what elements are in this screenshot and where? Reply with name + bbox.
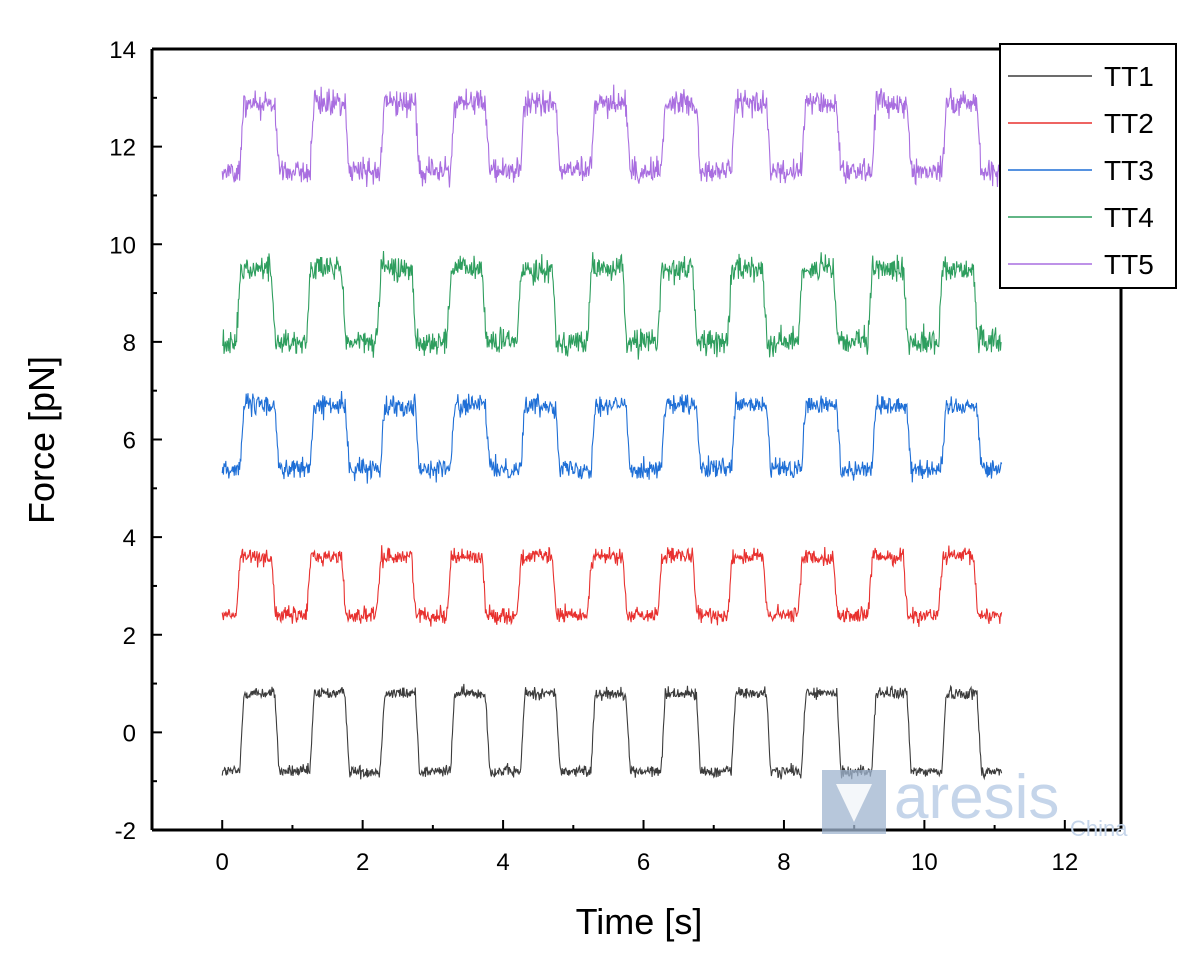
- y-axis-title: Force [pN]: [21, 356, 62, 524]
- y-tick-label: 4: [123, 525, 136, 552]
- y-tick-label: -2: [115, 818, 136, 845]
- y-tick-label: 0: [123, 720, 136, 747]
- legend-label-tt5: TT5: [1104, 249, 1154, 280]
- series-line-tt5: [221, 84, 1003, 188]
- y-tick-label: 6: [123, 428, 136, 455]
- y-tick-label: 10: [109, 232, 136, 259]
- x-tick-label: 4: [496, 849, 509, 876]
- y-tick-label: 14: [109, 37, 136, 64]
- watermark-brand: aresis: [894, 763, 1059, 832]
- legend-items: TT1 TT2 TT3 TT4 TT5: [1008, 61, 1154, 280]
- x-tick-label: 2: [356, 849, 369, 876]
- legend-label-tt3: TT3: [1104, 155, 1154, 186]
- watermark-sub: China: [1070, 816, 1128, 841]
- x-axis-title: Time [s]: [576, 901, 703, 942]
- x-tick-label: 0: [216, 849, 229, 876]
- legend-label-tt2: TT2: [1104, 108, 1154, 139]
- series-line-tt4: [221, 250, 1002, 360]
- series-line-tt3: [221, 391, 1003, 484]
- series-line-tt2: [221, 545, 1003, 627]
- y-tick-label: 2: [123, 623, 136, 650]
- legend-label-tt4: TT4: [1104, 202, 1154, 233]
- series-line-tt1: [221, 683, 1003, 781]
- y-tick-label: 12: [109, 135, 136, 162]
- legend-label-tt1: TT1: [1104, 61, 1154, 92]
- legend-box: [999, 43, 1177, 289]
- funnel-icon: [836, 784, 872, 822]
- y-tick-label: 8: [123, 330, 136, 357]
- x-tick-label: 8: [777, 849, 790, 876]
- legend: TT1 TT2 TT3 TT4 TT5: [999, 43, 1177, 289]
- watermark: aresis China: [822, 763, 1128, 841]
- series-layer: [221, 84, 1003, 781]
- x-tick-label: 10: [911, 849, 938, 876]
- x-tick-label: 6: [637, 849, 650, 876]
- x-tick-label: 12: [1051, 849, 1078, 876]
- ticks-layer: 0 2 4 6 8 10 12 -2 0 2 4 6 8 10 12 14: [109, 37, 1078, 876]
